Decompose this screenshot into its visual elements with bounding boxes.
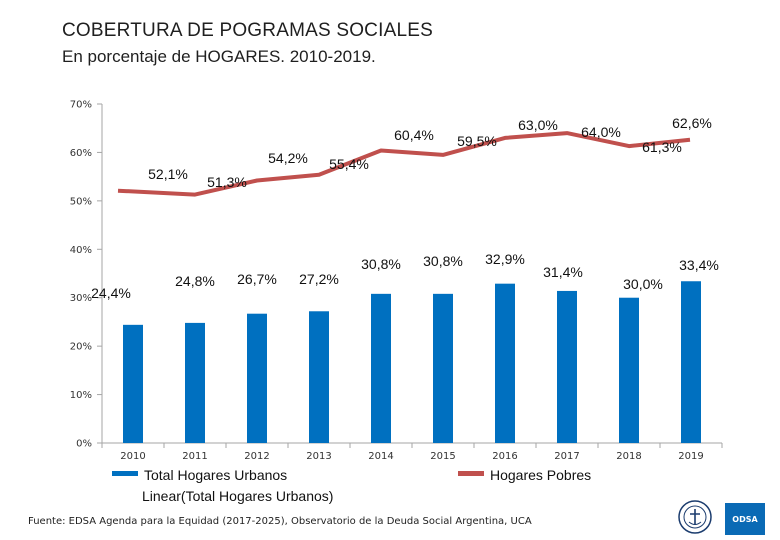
bar [433, 293, 453, 443]
y-tick-label: 20% [70, 342, 92, 353]
bar [309, 311, 329, 443]
line-data-label: 52,1% [148, 166, 188, 182]
legend-swatch-line [458, 471, 484, 476]
y-tick-label: 30% [70, 293, 92, 304]
line-data-label: 60,4% [394, 127, 434, 143]
y-tick-label: 60% [70, 148, 92, 159]
y-tick-label: 0% [76, 439, 92, 450]
y-tick-label: 10% [70, 390, 92, 401]
bar-data-label: 30,8% [423, 253, 463, 269]
x-tick-label: 2018 [616, 451, 641, 462]
x-tick-label: 2016 [492, 451, 517, 462]
bar [123, 324, 143, 443]
x-tick-label: 2015 [430, 451, 455, 462]
x-tick-label: 2017 [554, 451, 579, 462]
line-data-label: 51,3% [207, 174, 247, 190]
bar [185, 322, 205, 443]
bar [681, 281, 701, 443]
legend-label-bars: Total Hogares Urbanos [144, 467, 287, 483]
series-line-hogares-pobres [117, 131, 691, 197]
line-data-label: 61,3% [642, 139, 682, 155]
x-tick-label: 2013 [306, 451, 331, 462]
line-data-label: 54,2% [268, 150, 308, 166]
chart-title: COBERTURA DE POGRAMAS SOCIALES [62, 20, 433, 41]
y-tick-label: 70% [70, 100, 92, 111]
uca-seal-icon [678, 500, 712, 534]
x-tick-label: 2014 [368, 451, 393, 462]
line-data-label: 64,0% [581, 124, 621, 140]
bar-data-label: 27,2% [299, 271, 339, 287]
source-note: Fuente: EDSA Agenda para la Equidad (201… [28, 516, 532, 527]
bar-data-label: 30,0% [623, 276, 663, 292]
y-tick-label: 50% [70, 196, 92, 207]
bar [495, 283, 515, 443]
bar-data-label: 26,7% [237, 271, 277, 287]
bar [371, 293, 391, 443]
x-tick-label: 2012 [244, 451, 269, 462]
bar-data-label: 33,4% [679, 257, 719, 273]
bar-data-label: 24,8% [175, 273, 215, 289]
line-data-label: 59,5% [457, 133, 497, 149]
x-tick-label: 2011 [182, 451, 207, 462]
bar-data-label: 30,8% [361, 256, 401, 272]
legend-swatch-bars [112, 471, 138, 476]
line-data-label: 62,6% [672, 115, 712, 131]
bar-data-label: 32,9% [485, 251, 525, 267]
odsa-logo: ODSA [725, 503, 765, 535]
chart-subtitle: En porcentaje de HOGARES. 2010-2019. [62, 47, 376, 66]
legend-label-trend: Linear(Total Hogares Urbanos) [142, 488, 333, 504]
x-tick-label: 2019 [678, 451, 703, 462]
x-tick-label: 2010 [120, 451, 145, 462]
bar [619, 297, 639, 443]
legend-label-line: Hogares Pobres [490, 467, 591, 483]
bar [557, 290, 577, 443]
bar-data-label: 31,4% [543, 264, 583, 280]
line-data-label: 55,4% [329, 156, 369, 172]
y-tick-label: 40% [70, 245, 92, 256]
bar-data-label: 24,4% [91, 285, 131, 301]
bar [247, 313, 267, 443]
line-data-label: 63,0% [518, 117, 558, 133]
